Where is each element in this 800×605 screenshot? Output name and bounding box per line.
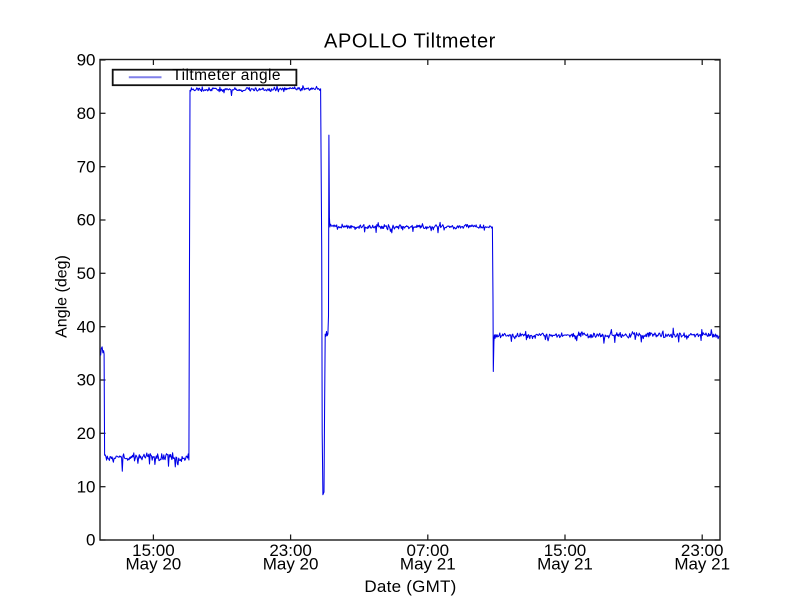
svg-text:May 21: May 21 [674,555,730,574]
svg-text:May 20: May 20 [126,555,182,574]
svg-text:Angle (deg): Angle (deg) [54,255,71,338]
svg-text:50: 50 [77,264,96,283]
svg-text:07:00: 07:00 [407,541,450,560]
svg-text:10: 10 [77,477,96,496]
svg-text:Tiltmeter angle: Tiltmeter angle [172,67,281,84]
svg-text:80: 80 [77,104,96,123]
svg-text:May 21: May 21 [400,555,456,574]
svg-text:0: 0 [86,531,95,550]
svg-text:60: 60 [77,211,96,230]
svg-text:15:00: 15:00 [544,541,587,560]
svg-text:23:00: 23:00 [681,541,724,560]
svg-text:Date (GMT): Date (GMT) [364,577,456,596]
svg-text:20: 20 [77,424,96,443]
svg-text:23:00: 23:00 [269,541,312,560]
svg-text:May 20: May 20 [263,555,319,574]
svg-text:40: 40 [77,317,96,336]
svg-text:90: 90 [77,51,96,70]
svg-text:15:00: 15:00 [132,541,175,560]
svg-text:APOLLO Tiltmeter: APOLLO Tiltmeter [324,31,496,53]
svg-text:30: 30 [77,371,96,390]
svg-text:May 21: May 21 [537,555,593,574]
svg-text:70: 70 [77,157,96,176]
